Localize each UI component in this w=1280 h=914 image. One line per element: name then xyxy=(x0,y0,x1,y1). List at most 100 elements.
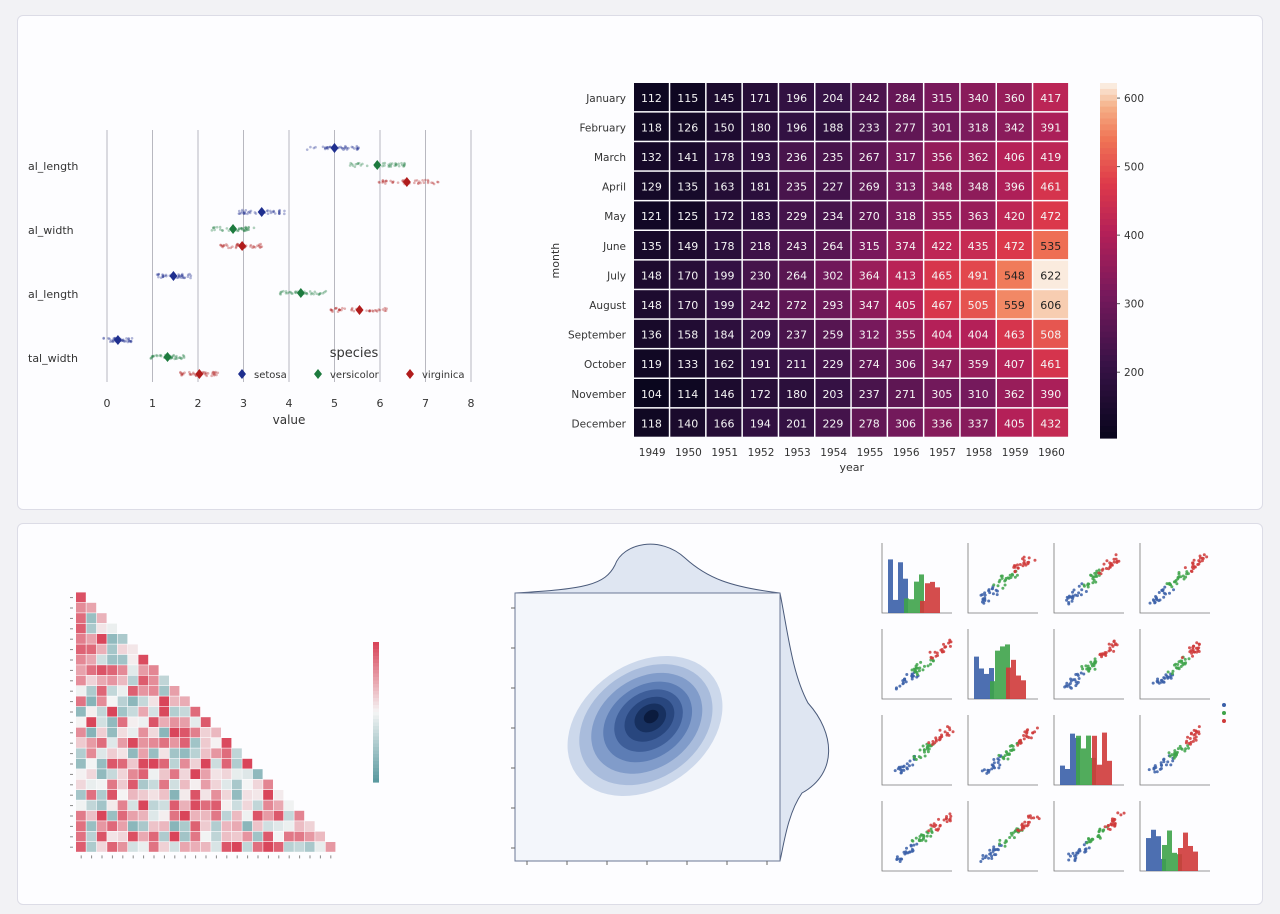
cell-value-label: 271 xyxy=(895,388,916,401)
scatter-point xyxy=(996,584,1000,588)
correlation-cell xyxy=(107,634,117,644)
correlation-cell xyxy=(117,717,128,727)
cell-value-label: 419 xyxy=(1040,151,1061,164)
scatter-point xyxy=(1016,566,1020,570)
scatter-point xyxy=(929,834,933,838)
scatter-point xyxy=(895,857,899,861)
strip-point xyxy=(265,209,269,213)
correlation-cell xyxy=(211,790,221,800)
y-tick-label: January xyxy=(585,93,626,105)
colorbar-segment xyxy=(373,691,379,696)
correlation-cell xyxy=(107,675,117,686)
strip-point xyxy=(344,145,348,149)
heatmap-cell xyxy=(706,260,742,289)
strip-point xyxy=(245,226,248,230)
correlation-cell xyxy=(107,842,117,852)
scatter-point xyxy=(1080,664,1084,668)
correlation-cell xyxy=(190,706,201,717)
strip-point xyxy=(165,274,168,278)
cell-value-label: 237 xyxy=(859,388,880,401)
heatmap-cell xyxy=(1033,290,1069,319)
correlation-cell xyxy=(159,727,169,738)
strip-point xyxy=(243,229,246,233)
strip-point xyxy=(325,146,329,149)
correlation-cell xyxy=(252,821,263,831)
scatter-point xyxy=(1183,566,1187,570)
scatter-point xyxy=(1191,654,1195,658)
strip-point xyxy=(183,276,187,279)
cell-value-label: 180 xyxy=(786,388,807,401)
x-tick-label: 1958 xyxy=(965,447,992,459)
cell-value-label: 180 xyxy=(750,121,771,134)
scatter-point xyxy=(991,592,995,596)
colorbar-segment xyxy=(1100,432,1117,439)
strip-point xyxy=(273,212,277,215)
colorbar-segment xyxy=(1100,213,1117,220)
heatmap-cell xyxy=(742,349,778,378)
strip-point xyxy=(383,306,387,310)
strip-point xyxy=(182,354,186,358)
colorbar-segment xyxy=(1100,148,1117,155)
correlation-cell xyxy=(148,758,159,769)
correlation-cell xyxy=(263,831,273,842)
x-tick-label: 1960 xyxy=(1038,447,1065,459)
strip-point xyxy=(219,243,222,247)
scatter-point xyxy=(987,588,991,592)
correlation-cell xyxy=(86,748,97,759)
scatter-point xyxy=(1162,676,1166,680)
strip-point xyxy=(284,291,288,295)
heatmap-cell xyxy=(670,319,706,348)
colorbar-segment xyxy=(1100,313,1117,321)
correlation-cell xyxy=(190,821,201,831)
y-tick-label: April xyxy=(602,182,626,194)
histogram-bar xyxy=(935,587,940,613)
correlation-cell xyxy=(190,831,201,842)
correlation-cell xyxy=(273,800,284,811)
heatmap-cell xyxy=(742,379,778,408)
colorbar-segment xyxy=(373,750,379,755)
colorbar-segment xyxy=(373,687,379,692)
strip-point xyxy=(394,162,397,165)
correlation-cell xyxy=(148,790,159,800)
strip-point xyxy=(215,373,218,377)
heatmap-cell xyxy=(815,171,851,200)
heatmap-cell xyxy=(851,319,887,348)
correlation-cell xyxy=(76,675,86,686)
cell-value-label: 491 xyxy=(968,269,989,282)
strip-point xyxy=(254,212,258,215)
strip-point xyxy=(238,212,242,215)
scatter-point xyxy=(921,668,925,672)
strip-point xyxy=(283,209,286,213)
cell-value-label: 125 xyxy=(677,210,698,223)
colorbar-segment xyxy=(373,747,379,752)
correlation-cell xyxy=(180,810,190,821)
scatter-point xyxy=(901,765,905,769)
scatter-point xyxy=(1162,591,1166,595)
heatmap-cell xyxy=(851,112,887,141)
scatter-point xyxy=(987,768,991,772)
scatter-point xyxy=(997,766,1001,770)
heatmap-cell xyxy=(851,379,887,408)
strip-point xyxy=(246,228,249,231)
colorbar-segment xyxy=(1100,367,1117,374)
strip-point xyxy=(384,182,387,185)
scatter-point xyxy=(1112,560,1116,564)
strip-point xyxy=(159,354,163,358)
scatter-point xyxy=(1088,666,1092,670)
strip-point xyxy=(127,338,130,342)
scatter-point xyxy=(908,759,912,763)
histogram-bar xyxy=(1183,832,1188,871)
scatter-point xyxy=(1177,570,1181,574)
strip-point xyxy=(305,292,309,296)
strip-point xyxy=(426,180,430,183)
correlation-cell xyxy=(117,738,128,748)
histogram-bar xyxy=(920,600,925,613)
y-tick-label: July xyxy=(606,270,626,282)
strip-point xyxy=(365,309,368,312)
scatter-point xyxy=(1067,683,1071,687)
scatter-point xyxy=(992,583,996,587)
colorbar-segment xyxy=(1100,408,1117,415)
correlation-cell xyxy=(76,748,86,759)
correlation-cell xyxy=(190,800,201,811)
